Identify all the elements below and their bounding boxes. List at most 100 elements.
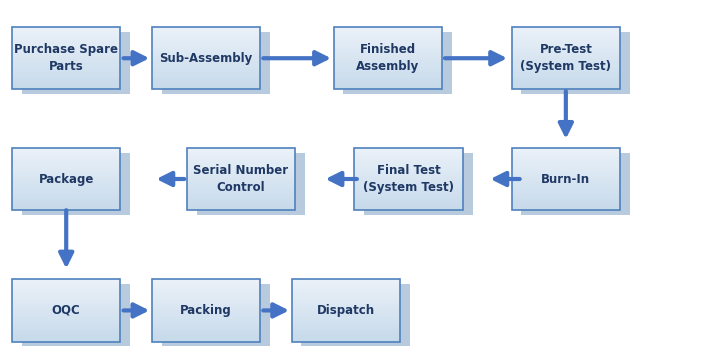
Bar <box>187 150 295 152</box>
Bar <box>512 44 620 46</box>
Bar <box>12 173 120 175</box>
Bar <box>12 325 120 327</box>
Bar <box>12 321 120 323</box>
Bar <box>12 194 120 195</box>
Bar <box>12 183 120 185</box>
Bar <box>291 323 400 325</box>
Bar <box>512 31 620 33</box>
Bar <box>12 44 120 46</box>
Bar <box>12 298 120 300</box>
Bar <box>187 208 295 210</box>
Bar <box>291 337 400 339</box>
Bar <box>12 171 120 173</box>
Bar <box>152 279 260 281</box>
Bar <box>152 331 260 333</box>
Bar <box>187 183 295 185</box>
Bar <box>512 77 620 79</box>
Bar <box>12 319 120 321</box>
Bar <box>354 160 463 163</box>
Bar <box>354 154 463 156</box>
Bar <box>12 323 120 325</box>
Bar <box>512 38 620 40</box>
Bar <box>12 333 120 335</box>
Bar <box>12 156 120 158</box>
Bar <box>12 308 120 310</box>
Bar <box>187 195 295 198</box>
Bar <box>512 60 620 62</box>
Bar <box>152 60 260 62</box>
Bar <box>512 48 620 50</box>
Bar <box>12 185 120 187</box>
Bar <box>152 38 260 40</box>
Bar <box>354 195 463 198</box>
Bar <box>12 79 120 81</box>
Bar <box>291 308 400 310</box>
Bar <box>334 67 442 69</box>
Bar <box>512 27 620 29</box>
Bar <box>187 194 295 195</box>
Bar <box>12 158 120 160</box>
Bar <box>12 163 120 164</box>
Bar <box>152 85 260 87</box>
Bar <box>12 189 120 192</box>
Bar <box>12 75 120 77</box>
Bar <box>291 315 400 316</box>
Bar <box>187 152 295 154</box>
Bar <box>12 202 120 204</box>
Bar <box>334 54 442 56</box>
Bar <box>512 81 620 83</box>
Bar <box>12 87 120 89</box>
Bar <box>354 166 463 169</box>
Bar <box>291 339 400 342</box>
Bar <box>12 300 120 302</box>
FancyBboxPatch shape <box>522 32 630 94</box>
Bar <box>152 83 260 85</box>
Bar <box>291 319 400 321</box>
Bar <box>187 158 295 160</box>
Bar <box>12 315 120 316</box>
Bar <box>12 29 120 31</box>
Bar <box>512 56 620 58</box>
Bar <box>354 152 463 154</box>
Bar <box>512 192 620 194</box>
Bar <box>12 52 120 54</box>
Bar <box>152 42 260 44</box>
Bar <box>12 200 120 202</box>
Bar <box>152 62 260 64</box>
Bar <box>291 329 400 331</box>
Bar <box>512 204 620 206</box>
Bar <box>187 175 295 177</box>
Bar <box>334 50 442 52</box>
Bar <box>152 87 260 89</box>
Bar <box>354 179 463 181</box>
Bar <box>187 156 295 158</box>
Bar <box>187 166 295 169</box>
Bar <box>334 60 442 62</box>
FancyBboxPatch shape <box>344 32 452 94</box>
Bar <box>291 284 400 286</box>
Bar <box>512 166 620 169</box>
Bar <box>334 62 442 64</box>
FancyBboxPatch shape <box>22 32 130 94</box>
Bar <box>334 44 442 46</box>
Bar <box>291 292 400 294</box>
Bar <box>334 87 442 89</box>
Bar <box>187 185 295 187</box>
Bar <box>512 200 620 202</box>
Bar <box>291 333 400 335</box>
Bar <box>12 286 120 287</box>
Bar <box>12 81 120 83</box>
Bar <box>12 33 120 35</box>
Bar <box>512 160 620 163</box>
Bar <box>12 60 120 62</box>
Bar <box>12 58 120 60</box>
FancyBboxPatch shape <box>162 32 270 94</box>
Bar <box>334 29 442 31</box>
Bar <box>12 177 120 179</box>
Bar <box>187 202 295 204</box>
Bar <box>187 187 295 189</box>
Bar <box>334 35 442 38</box>
Bar <box>334 48 442 50</box>
Text: Burn-In: Burn-In <box>542 173 590 185</box>
Bar <box>152 333 260 335</box>
